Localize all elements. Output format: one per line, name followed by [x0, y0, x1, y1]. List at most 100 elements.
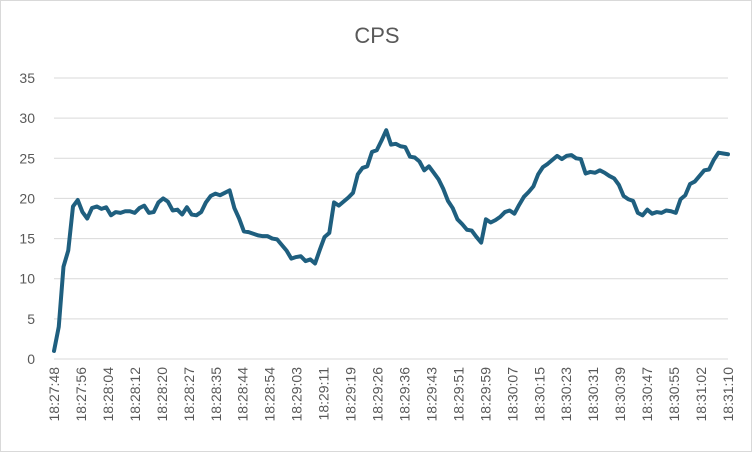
data-point	[304, 260, 307, 263]
data-point	[152, 211, 155, 214]
data-point	[223, 191, 226, 194]
data-point	[584, 172, 587, 175]
data-point	[575, 157, 578, 160]
data-point	[693, 180, 696, 183]
data-point	[261, 235, 264, 238]
data-point	[209, 195, 212, 198]
data-point	[200, 211, 203, 214]
data-point	[276, 238, 279, 241]
x-tick-label: 18:29:43	[423, 367, 439, 422]
data-point	[171, 209, 174, 212]
data-point	[598, 169, 601, 172]
data-point	[679, 198, 682, 201]
data-point	[233, 207, 236, 210]
x-tick-label: 18:30:31	[585, 367, 601, 422]
x-tick-label: 18:29:26	[370, 367, 386, 422]
data-point	[57, 325, 60, 328]
x-tick-label: 18:28:35	[208, 367, 224, 422]
data-point	[385, 129, 388, 132]
x-tick-label: 18:30:39	[612, 367, 628, 422]
data-point	[380, 139, 383, 142]
data-point	[594, 171, 597, 174]
data-point	[698, 174, 701, 177]
x-tick-label: 18:27:48	[46, 367, 62, 422]
data-point	[494, 219, 497, 222]
x-tick-label: 18:30:15	[531, 367, 547, 422]
data-point	[247, 231, 250, 234]
data-point	[613, 177, 616, 180]
y-tick-label: 5	[27, 311, 35, 327]
data-point	[589, 170, 592, 173]
data-point	[712, 158, 715, 161]
data-point	[166, 200, 169, 203]
data-point	[684, 194, 687, 197]
data-point	[556, 154, 559, 157]
data-point	[352, 191, 355, 194]
data-point	[475, 235, 478, 238]
y-axis-ticks: 0 5 10 15 20 25 30 35	[19, 70, 35, 367]
data-point	[456, 218, 459, 221]
data-point	[503, 211, 506, 214]
data-point	[333, 201, 336, 204]
data-point	[722, 152, 725, 155]
data-point	[190, 213, 193, 216]
data-point	[727, 153, 729, 156]
data-point	[432, 171, 435, 174]
data-point	[551, 158, 554, 161]
data-point	[309, 258, 312, 261]
data-point	[290, 257, 293, 260]
data-point	[176, 208, 179, 211]
data-point	[375, 149, 378, 152]
data-point	[646, 208, 649, 211]
data-point	[641, 214, 644, 217]
x-tick-label: 18:27:56	[73, 367, 89, 422]
data-point	[128, 210, 131, 213]
data-point	[100, 207, 103, 210]
data-point	[71, 205, 74, 208]
data-point	[105, 206, 108, 209]
data-point	[608, 174, 611, 177]
data-point	[76, 199, 79, 202]
data-point	[371, 150, 374, 153]
data-point	[204, 201, 207, 204]
data-point	[162, 197, 165, 200]
data-point	[86, 217, 89, 220]
data-point	[499, 215, 502, 218]
x-tick-label: 18:29:59	[477, 367, 493, 422]
x-tick-label: 18:29:11	[316, 367, 332, 421]
data-point	[252, 232, 255, 235]
data-point	[708, 168, 711, 171]
data-point	[314, 262, 317, 265]
data-point	[157, 201, 160, 204]
data-point	[185, 206, 188, 209]
x-tick-label: 18:28:44	[235, 367, 251, 422]
y-tick-label: 35	[19, 70, 35, 86]
data-point	[423, 169, 426, 172]
data-point	[513, 212, 516, 215]
data-point	[356, 173, 359, 176]
data-point	[480, 241, 483, 244]
x-tick-label: 18:30:23	[558, 367, 574, 422]
data-point	[318, 248, 321, 251]
data-point	[565, 154, 568, 157]
y-tick-label: 25	[19, 150, 35, 166]
data-point	[266, 235, 269, 238]
data-point	[67, 249, 70, 252]
data-point	[408, 155, 411, 158]
data-point	[394, 142, 397, 145]
data-point	[660, 211, 663, 214]
data-point	[390, 143, 392, 146]
data-point	[518, 203, 521, 206]
data-point	[242, 230, 245, 233]
data-point	[62, 265, 65, 268]
data-point	[461, 223, 464, 226]
data-point	[195, 214, 198, 217]
data-point	[632, 199, 635, 202]
data-point	[81, 211, 84, 214]
data-point	[655, 211, 658, 214]
data-point	[181, 213, 184, 216]
gridlines	[54, 77, 728, 360]
x-tick-label: 18:29:03	[289, 367, 305, 422]
data-point	[537, 173, 540, 176]
